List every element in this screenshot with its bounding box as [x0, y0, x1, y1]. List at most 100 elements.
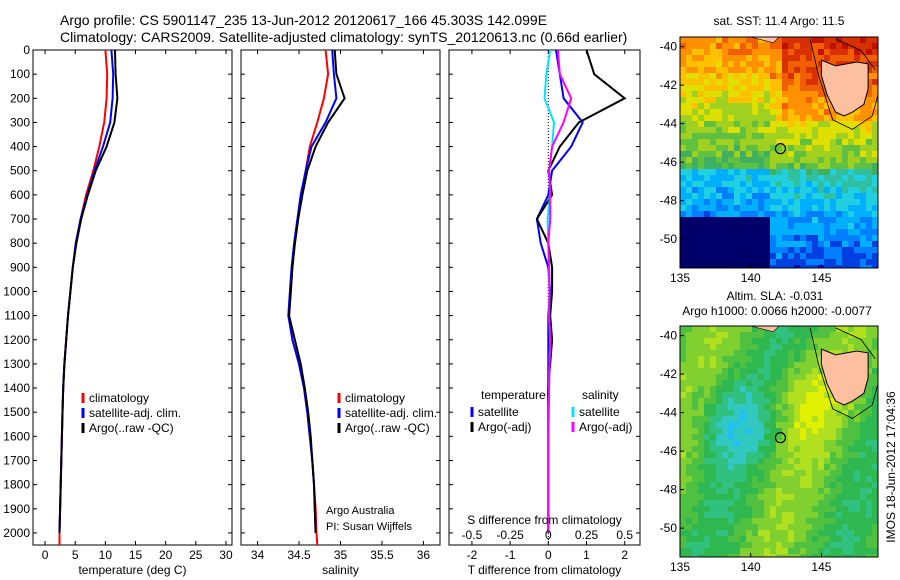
x-tick-label: 15 [129, 548, 143, 562]
heatmap-cell [788, 386, 795, 393]
heatmap-cell [794, 265, 801, 268]
heatmap-cell [770, 61, 777, 68]
difference-panel: -2 -1 0 1 2T difference from climatology-0.5… [448, 49, 641, 577]
y-tick-label: -50 [660, 232, 678, 246]
heatmap-cell [722, 121, 729, 128]
heatmap-cell [746, 494, 753, 501]
heatmap-cell [794, 139, 801, 146]
heatmap-cell [824, 434, 831, 441]
heatmap-cell [800, 85, 807, 92]
heatmap-cell [680, 512, 687, 519]
heatmap-cell [722, 91, 729, 98]
heatmap-cell [872, 61, 878, 68]
heatmap-cell [722, 67, 729, 74]
heatmap-cell [812, 259, 819, 266]
heatmap-cell [872, 127, 878, 134]
heatmap-cell [698, 416, 705, 423]
heatmap-cell [716, 121, 723, 128]
heatmap-cell [788, 91, 795, 98]
heatmap-cell [788, 536, 795, 543]
heatmap-cell [824, 55, 831, 62]
heatmap-cell [734, 241, 741, 248]
heatmap-cell [746, 163, 753, 170]
heatmap-cell [794, 109, 801, 116]
heatmap-cell [704, 73, 711, 80]
heatmap-cell [680, 350, 687, 357]
heatmap-cell [680, 470, 687, 477]
heatmap-cell [692, 199, 699, 206]
heatmap-cell [836, 241, 843, 248]
heatmap-cell [770, 356, 777, 363]
heatmap-cell [848, 542, 855, 549]
heatmap-cell [722, 97, 729, 104]
heatmap-cell [680, 446, 687, 453]
heatmap-cell [704, 386, 711, 393]
heatmap-cell [824, 145, 831, 152]
heatmap-cell [800, 338, 807, 345]
heatmap-cell [872, 49, 878, 56]
heatmap-cell [680, 235, 687, 242]
heatmap-cell [872, 151, 878, 158]
top-tick-label: 0 [545, 528, 552, 542]
heatmap-cell [686, 380, 693, 387]
heatmap-cell [836, 259, 843, 266]
heatmap-cell [740, 115, 747, 122]
heatmap-cell [716, 241, 723, 248]
heatmap-cell [740, 446, 747, 453]
heatmap-cell [728, 133, 735, 140]
timestamp-label: IMOS 18-Jun-2012 17:04:36 [884, 391, 898, 543]
heatmap-cell [794, 392, 801, 399]
heatmap-cell [806, 428, 813, 435]
heatmap-cell [830, 326, 837, 333]
heatmap-cell [734, 476, 741, 483]
heatmap-cell [800, 404, 807, 411]
heatmap-cell [776, 85, 783, 92]
heatmap-cell [860, 223, 867, 230]
heatmap-cell [872, 446, 878, 453]
heatmap-cell [800, 91, 807, 98]
heatmap-cell [788, 73, 795, 80]
heatmap-cell [758, 199, 765, 206]
heatmap-cell [680, 452, 687, 459]
heatmap-cell [764, 43, 771, 50]
heatmap-cell [710, 103, 717, 110]
heatmap-cell [680, 181, 687, 188]
heatmap-cell [686, 43, 693, 50]
heatmap-cell [866, 536, 873, 543]
heatmap-cell [698, 223, 705, 230]
heatmap-cell [704, 356, 711, 363]
heatmap-cell [710, 362, 717, 369]
heatmap-cell [758, 446, 765, 453]
heatmap-cell [722, 422, 729, 429]
heatmap-cell [740, 350, 747, 357]
heatmap-cell [794, 368, 801, 375]
heatmap-cell [734, 91, 741, 98]
heatmap-cell [872, 175, 878, 182]
heatmap-cell [752, 37, 759, 44]
heatmap-cell [872, 91, 878, 98]
heatmap-cell [806, 205, 813, 212]
heatmap-cell [728, 416, 735, 423]
heatmap-cell [680, 434, 687, 441]
heatmap-cell [740, 127, 747, 134]
heatmap-cell [710, 43, 717, 50]
heatmap-cell [788, 470, 795, 477]
heatmap-cell [824, 500, 831, 507]
heatmap-cell [686, 356, 693, 363]
heatmap-cell [704, 368, 711, 375]
heatmap-cell [824, 326, 831, 333]
heatmap-cell [860, 452, 867, 459]
heatmap-cell [770, 115, 777, 122]
heatmap-cell [692, 488, 699, 495]
heatmap-cell [830, 416, 837, 423]
heatmap-cell [794, 494, 801, 501]
heatmap-cell [686, 103, 693, 110]
heatmap-cell [824, 506, 831, 513]
heatmap-cell [812, 235, 819, 242]
heatmap-cell [728, 350, 735, 357]
heatmap-cell [800, 157, 807, 164]
heatmap-cell [722, 350, 729, 357]
heatmap-cell [794, 163, 801, 170]
heatmap-cell [692, 97, 699, 104]
heatmap-cell [704, 133, 711, 140]
